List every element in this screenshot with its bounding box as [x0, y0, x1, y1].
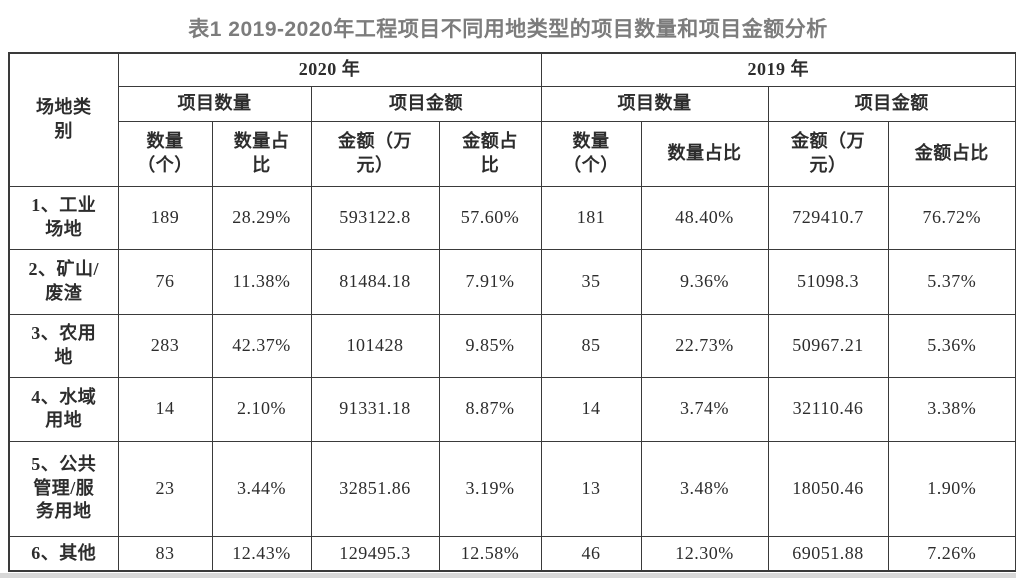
cell-2020-count-pct: 2.10% — [211, 376, 312, 442]
cell-2019-count: 14 — [540, 376, 642, 442]
corner-header-site-category: 场地类 别 — [8, 52, 119, 187]
table-row-water: 4、水域 用地 14 2.10% 91331.18 8.87% 14 3.74%… — [8, 376, 1016, 442]
row-category: 5、公共 管理/服 务用地 — [8, 440, 119, 537]
cell-2019-count-pct: 12.30% — [640, 535, 769, 572]
row-category: 6、其他 — [8, 535, 119, 572]
cell-2020-amount-pct: 9.85% — [438, 313, 542, 378]
bottom-divider — [0, 573, 1016, 578]
table-row-public-service: 5、公共 管理/服 务用地 23 3.44% 32851.86 3.19% 13… — [8, 440, 1016, 537]
row-category: 4、水域 用地 — [8, 376, 119, 442]
cell-2019-count-pct: 48.40% — [640, 185, 769, 250]
table-row-other: 6、其他 83 12.43% 129495.3 12.58% 46 12.30%… — [8, 535, 1016, 572]
cell-2019-amount: 729410.7 — [767, 185, 889, 250]
cell-2020-count: 283 — [117, 313, 213, 378]
cell-2020-amount: 101428 — [310, 313, 440, 378]
col-header-2019-amount: 金额（万 元） — [767, 120, 889, 187]
cell-2019-amount: 32110.46 — [767, 376, 889, 442]
header-row-groups: 项目数量 项目金额 项目数量 项目金额 — [9, 85, 1016, 122]
row-category: 2、矿山/ 废渣 — [8, 248, 119, 315]
cell-2019-amount-pct: 7.26% — [887, 535, 1016, 572]
cell-2019-count: 13 — [540, 440, 642, 537]
cell-2020-count: 76 — [117, 248, 213, 315]
cell-2019-count-pct: 3.74% — [640, 376, 769, 442]
cell-2019-amount: 50967.21 — [767, 313, 889, 378]
row-category: 1、工业 场地 — [8, 185, 119, 250]
header-row-columns: 数量 （个） 数量占 比 金额（万 元） 金额占 比 数量 （个） 数量占比 金… — [9, 120, 1016, 187]
cell-2019-count: 85 — [540, 313, 642, 378]
cell-2019-amount-pct: 76.72% — [887, 185, 1016, 250]
cell-2020-count: 189 — [117, 185, 213, 250]
year-header-2020: 2020 年 — [117, 52, 542, 87]
col-header-2019-count: 数量 （个） — [540, 120, 642, 187]
cell-2019-amount-pct: 5.36% — [887, 313, 1016, 378]
cell-2019-count: 46 — [540, 535, 642, 572]
cell-2020-amount: 81484.18 — [310, 248, 440, 315]
group-header-2019-amount: 项目金额 — [767, 85, 1016, 122]
land-type-analysis-table: 场地类 别 2020 年 2019 年 项目数量 项目金额 项目数量 项目金额 … — [8, 52, 1016, 572]
header-row-years: 场地类 别 2020 年 2019 年 — [8, 52, 1016, 187]
cell-2020-amount-pct: 7.91% — [438, 248, 542, 315]
cell-2020-count-pct: 3.44% — [211, 440, 312, 537]
cell-2019-count: 35 — [540, 248, 642, 315]
cell-2020-amount: 593122.8 — [310, 185, 440, 250]
cell-2019-amount-pct: 5.37% — [887, 248, 1016, 315]
table-row-mine-waste: 2、矿山/ 废渣 76 11.38% 81484.18 7.91% 35 9.3… — [8, 248, 1016, 315]
col-header-2020-amount-pct: 金额占 比 — [438, 120, 542, 187]
cell-2019-count-pct: 3.48% — [640, 440, 769, 537]
row-category: 3、农用 地 — [8, 313, 119, 378]
cell-2019-amount-pct: 1.90% — [887, 440, 1016, 537]
cell-2020-amount-pct: 57.60% — [438, 185, 542, 250]
cell-2020-count: 83 — [117, 535, 213, 572]
cell-2020-count-pct: 42.37% — [211, 313, 312, 378]
group-header-2020-amount: 项目金额 — [310, 85, 542, 122]
year-header-2019: 2019 年 — [540, 52, 1016, 87]
cell-2020-amount: 91331.18 — [310, 376, 440, 442]
group-header-2019-count: 项目数量 — [540, 85, 769, 122]
cell-2019-amount: 51098.3 — [767, 248, 889, 315]
table-row-agricultural: 3、农用 地 283 42.37% 101428 9.85% 85 22.73%… — [8, 313, 1016, 378]
cell-2020-count-pct: 28.29% — [211, 185, 312, 250]
cell-2019-amount: 18050.46 — [767, 440, 889, 537]
cell-2019-amount-pct: 3.38% — [887, 376, 1016, 442]
table-row-industrial: 1、工业 场地 189 28.29% 593122.8 57.60% 181 4… — [8, 185, 1016, 250]
cell-2019-count-pct: 9.36% — [640, 248, 769, 315]
cell-2020-amount: 129495.3 — [310, 535, 440, 572]
cell-2020-count-pct: 11.38% — [211, 248, 312, 315]
col-header-2020-count: 数量 （个） — [117, 120, 213, 187]
col-header-2020-count-pct: 数量占 比 — [211, 120, 312, 187]
col-header-2020-amount: 金额（万 元） — [310, 120, 440, 187]
table-title: 表1 2019-2020年工程项目不同用地类型的项目数量和项目金额分析 — [188, 18, 828, 41]
cell-2019-count: 181 — [540, 185, 642, 250]
cell-2020-count: 14 — [117, 376, 213, 442]
cell-2020-amount-pct: 8.87% — [438, 376, 542, 442]
col-header-2019-count-pct: 数量占比 — [640, 120, 769, 187]
cell-2020-count-pct: 12.43% — [211, 535, 312, 572]
col-header-2019-amount-pct: 金额占比 — [887, 120, 1016, 187]
cell-2020-amount: 32851.86 — [310, 440, 440, 537]
cell-2020-count: 23 — [117, 440, 213, 537]
cell-2020-amount-pct: 3.19% — [438, 440, 542, 537]
cell-2019-count-pct: 22.73% — [640, 313, 769, 378]
cell-2020-amount-pct: 12.58% — [438, 535, 542, 572]
cell-2019-amount: 69051.88 — [767, 535, 889, 572]
group-header-2020-count: 项目数量 — [117, 85, 312, 122]
